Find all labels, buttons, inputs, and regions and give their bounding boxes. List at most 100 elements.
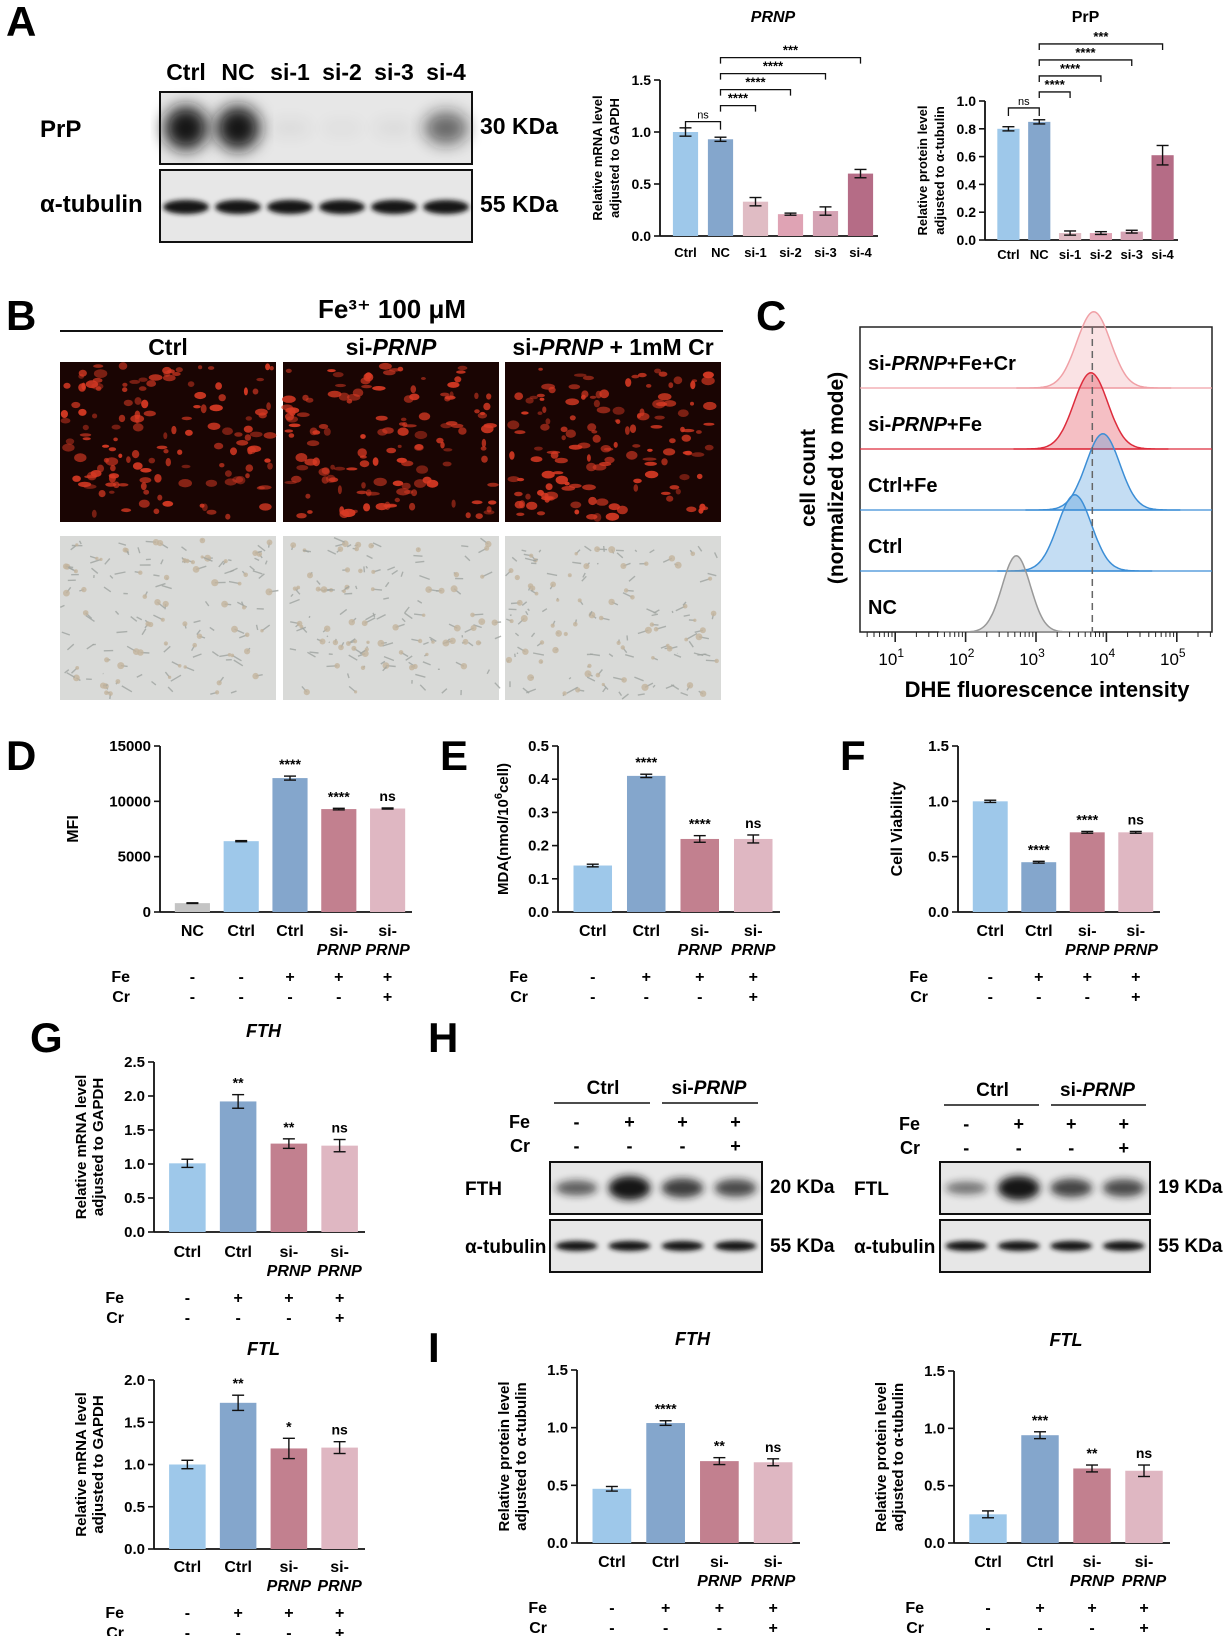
panel-B-bright-cell [130,616,138,622]
panel-B-bright-granule [351,645,357,651]
panel-B-fluor-cell [612,406,625,415]
track-prefix: si- [868,353,891,375]
panel-B-bright-granule [231,625,238,633]
panel-B-bright-granule [699,627,706,634]
blot-H-tub-band [945,1241,988,1251]
panel-B-bright-cell [376,613,386,620]
panel-B-fluor-cell [132,462,143,470]
panel-B-bright-granule [527,674,534,681]
panel-B-bright-granule [370,587,375,592]
chart-I-FTH: 0.0 0.5 1.0 1.5 Ctrl - - **** Ctrl + - ** si- PRNP + - n… [496,1329,800,1636]
panel-B-fluor-cell [639,408,645,417]
panel-B-bright-granule [227,653,232,657]
panel-B-fluor-cell [335,383,346,388]
tick-exponent: 3 [1038,646,1045,660]
panel-B-bright-cell [192,653,202,658]
y-axis-label-2: adjusted to α-tubulin [890,1383,907,1531]
fe-sign: - [985,1600,990,1617]
panel-B-bright-granule [555,630,562,637]
y-axis-label-1: Relative mRNA level [73,1392,90,1537]
panel-B-fluor-cell [372,386,386,391]
panel-B-fluor-cell [74,453,87,463]
panel-B-bright-granule [266,539,273,546]
panel-B-bright-granule [82,610,89,616]
fe-sign: - [590,969,595,986]
chart-E: 0.0 0.1 0.2 0.3 0.4 0.5 Ctrl - - **** Ctrl + - **** si… [493,738,780,1006]
panel-B-bright-cell [671,610,674,614]
panel-B-group-label: si-PRNP [346,334,437,360]
panel-B-bright-granule [355,541,362,548]
panel-B-bright-granule [100,682,107,689]
panel-B-bright-cell [461,545,469,548]
panel-B-fluor-cell [545,483,553,491]
panel-B-fluor-cell [560,426,568,433]
panel-B-bright-cell [136,616,143,621]
panel-B-fluor-cell [372,457,379,466]
panel-B-fluor-cell [608,503,620,511]
panel-B-fluor-cell [457,365,468,371]
panel-B-fluor-cell [121,508,132,513]
track-gene: PRNP [891,414,947,436]
panel-B-bright-cell [413,554,423,557]
blot-H-kda: 19 KDa [1158,1177,1223,1198]
significance-label: **** [279,756,301,772]
fe-sign: + [1139,1600,1148,1617]
panel-B-fluor-cell [78,374,85,379]
panel-B-bright-granule [296,585,301,590]
panel-B-fluor-cell [631,374,640,379]
panel-B-fluor-cell [361,384,372,389]
panel-B-fluor-cell [346,399,353,404]
panel-B-bright-granule [303,689,310,696]
tick-exponent: 5 [1179,646,1186,660]
panel-B-fluor-cell [652,399,666,409]
fe-sign: + [233,1290,242,1307]
y-tick-label: 0.2 [957,204,977,220]
blot-A-lane-label: si-3 [374,59,414,85]
panel-B-bright-granule [567,573,572,578]
panel-B-fluor-cell [568,483,582,488]
panel-B-fluor-cell [373,477,387,487]
panel-B-fluor-cell [130,414,145,423]
panel-B-bright-granule [668,555,676,562]
tick-base: 10 [1019,650,1038,669]
fe-sign: + [768,1600,777,1617]
panel-B-bright-cell [637,693,645,696]
panel-B-bright-granule [138,570,143,575]
panel-B-fluor-cell [675,488,681,495]
panel-B-fluor-cell [148,457,156,464]
track-suffix: NC [868,597,897,619]
panel-B-fluor-cell [451,499,456,508]
panel-B-bright-cell [326,635,329,638]
panel-B-bright-granule [368,543,374,549]
y-tick-label: 0 [143,904,151,921]
panel-B-bright-cell [229,567,238,573]
panel-B-fluor-cell [483,510,495,515]
panel-B-bright-granule [216,680,222,686]
bar [270,1143,308,1232]
panel-B-fluor-cell [574,509,580,515]
panel-B-fluor-cell [146,380,157,387]
panel-B-fluor-cell [568,384,581,390]
panel-B-fluor-cell [454,376,462,383]
panel-B-bright-granule [196,633,203,639]
blot-H-fe-sign: + [1013,1114,1024,1134]
blot-A-tub-band [267,200,313,214]
y-tick-label: 1.5 [632,72,652,88]
panel-B-bright-cell [467,641,474,647]
panel-B-fluor-cell [359,460,370,468]
panel-B-fluor-cell [118,362,128,370]
category-label: Ctrl [1025,923,1053,940]
panel-B-fluor-cell [214,442,224,450]
y-tick-label: 0.8 [957,121,977,137]
ylabel-sup: 6 [493,793,505,799]
panel-B-bright-cell [682,601,687,606]
category-label-gene: PRNP [751,1573,796,1590]
panel-B-fluor-cell [156,445,168,450]
panel-B-fluor-cell [337,485,342,495]
category-label: si-4 [849,245,872,260]
panel-B-bright-granule [534,591,539,596]
chart-title: FTL [247,1339,280,1359]
panel-B-bright-granule [584,670,592,678]
bar [169,1464,206,1549]
